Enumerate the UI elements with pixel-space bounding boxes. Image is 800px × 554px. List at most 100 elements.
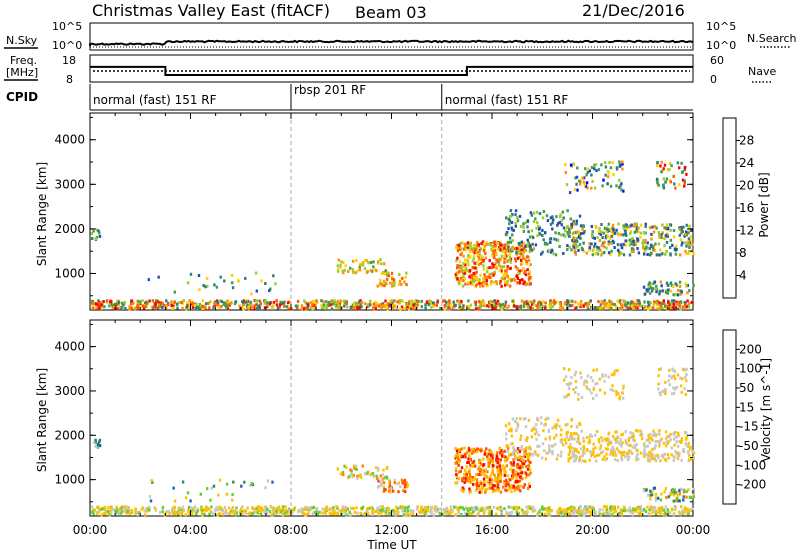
heatmap-cell [604, 161, 607, 165]
heatmap-cell [384, 281, 387, 285]
heatmap-cell [406, 485, 409, 489]
heatmap-cell [612, 173, 615, 176]
heatmap-cell [268, 289, 271, 293]
heatmap-cell [649, 432, 652, 436]
heatmap-cell [579, 505, 582, 509]
heatmap-cell [621, 441, 624, 445]
heatmap-cell [479, 473, 482, 477]
heatmap-cell [154, 508, 158, 512]
heatmap-cell [524, 438, 528, 442]
heatmap-cell [460, 453, 463, 457]
heatmap-cell [597, 230, 601, 234]
heatmap-cell [656, 453, 659, 457]
heatmap-cell [400, 478, 404, 482]
heatmap-cell [526, 510, 529, 514]
heatmap-cell [392, 512, 395, 516]
heatmap-cell [107, 506, 110, 509]
heatmap-cell [572, 387, 575, 391]
heatmap-cell [486, 266, 489, 270]
heatmap-cell [547, 511, 550, 515]
heatmap-cell [606, 234, 610, 238]
heatmap-cell [664, 252, 667, 256]
heatmap-cell [611, 447, 614, 451]
heatmap-cell [339, 263, 342, 267]
heatmap-cell [597, 453, 601, 457]
heatmap-cell [204, 285, 207, 289]
heatmap-cell [555, 215, 558, 219]
heatmap-cell [679, 253, 682, 257]
heatmap-cell [556, 418, 560, 422]
heatmap-cell [120, 506, 123, 510]
heatmap-cell [523, 452, 526, 456]
heatmap-cell [468, 458, 472, 462]
heatmap-cell [499, 241, 502, 245]
heatmap-cell [277, 508, 280, 511]
heatmap-cell [260, 279, 263, 283]
heatmap-cell [527, 418, 531, 422]
heatmap-cell [91, 510, 95, 513]
heatmap-cell [253, 304, 256, 308]
heatmap-cell [416, 505, 419, 509]
heatmap-cell [477, 467, 480, 471]
heatmap-cell [673, 370, 677, 374]
nsky-label: N.Sky [6, 34, 38, 47]
heatmap-cell [516, 277, 520, 280]
heatmap-cell [158, 301, 161, 305]
heatmap-cell [235, 511, 239, 515]
heatmap-cell [621, 304, 624, 308]
heatmap-cell [185, 307, 188, 311]
heatmap-cell [514, 213, 517, 217]
heatmap-cell [613, 451, 616, 455]
heatmap-cell [177, 507, 180, 510]
heatmap-cell [280, 510, 283, 514]
heatmap-cell [119, 306, 122, 310]
heatmap-cell [466, 241, 470, 245]
heatmap-cell [187, 508, 190, 512]
heatmap-cell [541, 456, 544, 460]
heatmap-cell [639, 223, 643, 227]
heatmap-cell [522, 267, 525, 271]
heatmap-cell [454, 467, 458, 471]
heatmap-cell [525, 446, 528, 450]
heatmap-cell [678, 489, 681, 493]
heatmap-cell [494, 244, 497, 248]
heatmap-cell [325, 505, 328, 509]
heatmap-cell [390, 299, 393, 303]
heatmap-cell [250, 482, 253, 486]
heatmap-cell [600, 512, 603, 516]
heatmap-cell [484, 252, 487, 256]
heatmap-cell [684, 249, 687, 253]
heatmap-cell [365, 259, 368, 262]
heatmap-cell [473, 251, 476, 255]
heatmap-cell [516, 487, 519, 491]
heatmap-cell [643, 442, 646, 446]
heatmap-cell [669, 281, 673, 285]
heatmap-cell [375, 269, 378, 273]
heatmap-cell [568, 303, 572, 307]
heatmap-cell [90, 505, 94, 509]
heatmap-cell [460, 251, 463, 255]
heatmap-cell [442, 299, 445, 303]
heatmap-cell [615, 393, 618, 397]
heatmap-cell [654, 512, 658, 516]
heatmap-cell [465, 244, 469, 247]
heatmap-cell [675, 435, 679, 439]
heatmap-cell [639, 231, 643, 235]
heatmap-cell [505, 513, 508, 517]
heatmap-cell [225, 300, 228, 304]
heatmap-cell [680, 505, 683, 509]
heatmap-cell [457, 460, 460, 464]
heatmap-cell [591, 379, 594, 383]
heatmap-cell [657, 242, 661, 246]
heatmap-cell [486, 270, 489, 274]
heatmap-cell [453, 505, 456, 509]
heatmap-cell [524, 449, 527, 453]
heatmap-cell [389, 511, 392, 515]
heatmap-cell [104, 505, 107, 509]
heatmap-cell [598, 508, 602, 512]
heatmap-cell [574, 239, 577, 243]
heatmap-cell [355, 306, 359, 310]
heatmap-cell [667, 456, 670, 460]
heatmap-cell [366, 506, 369, 510]
heatmap-cell [610, 513, 613, 517]
